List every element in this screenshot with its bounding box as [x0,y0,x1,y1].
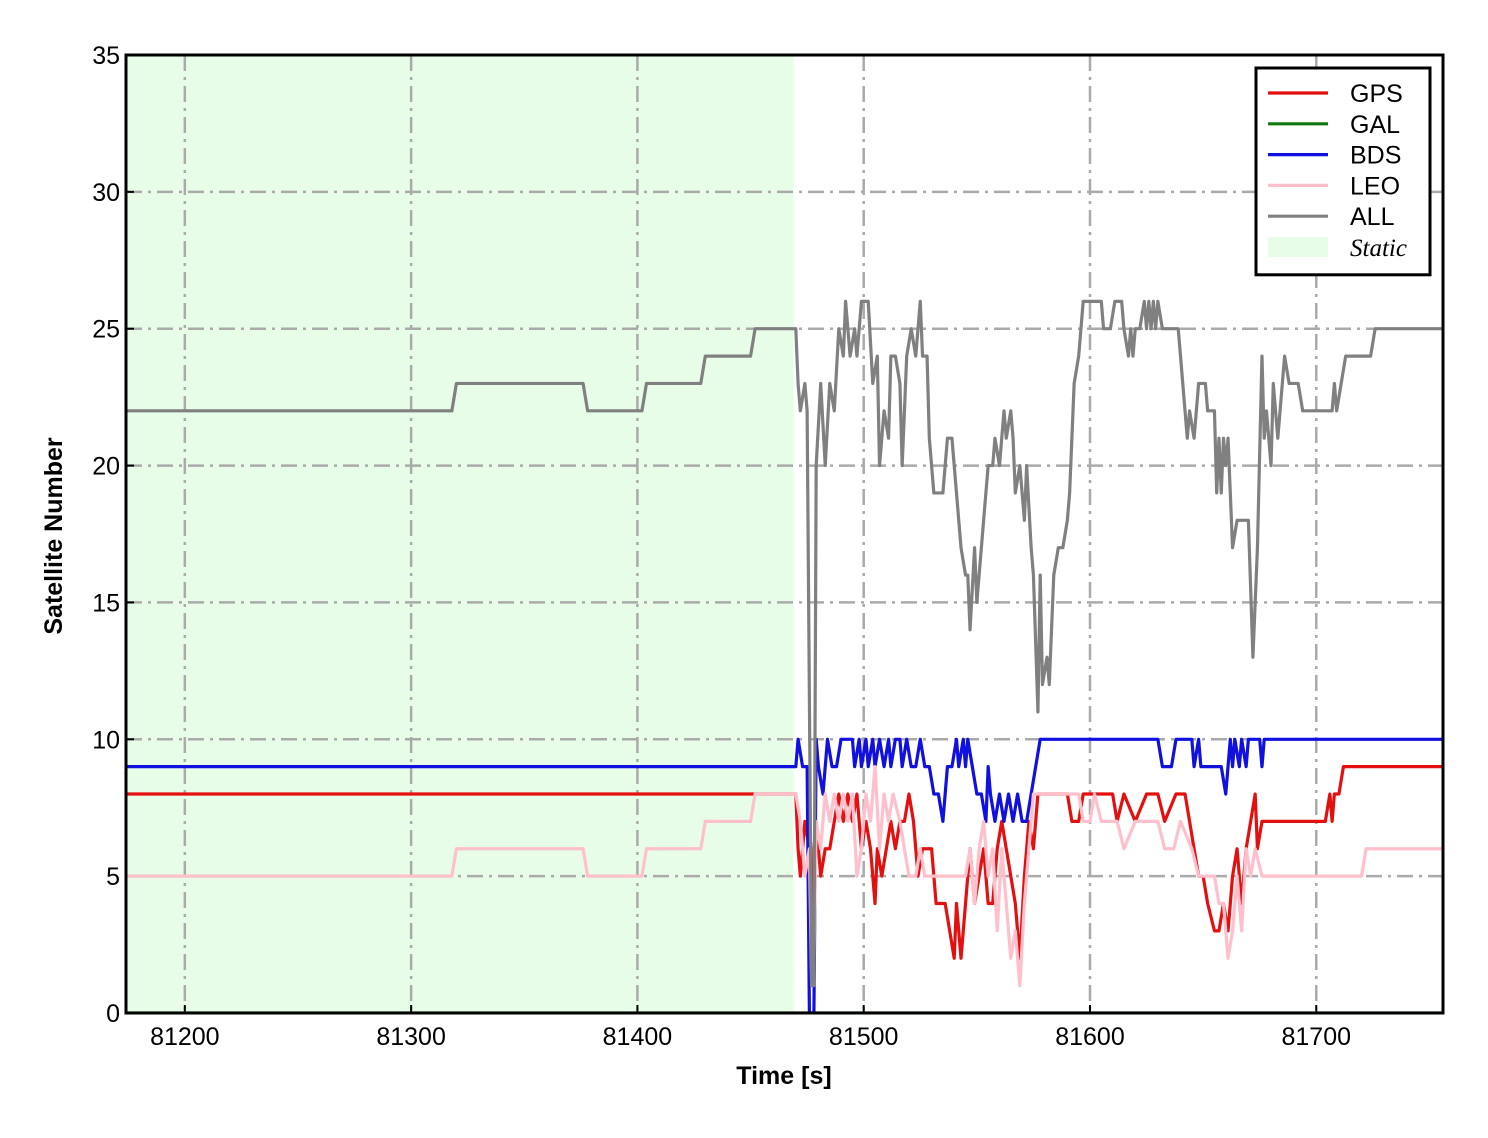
x-tick-label: 81200 [150,1023,220,1051]
y-tick-label: 15 [92,589,120,617]
static-span [126,55,794,1013]
legend-label: Static [1350,235,1407,262]
legend-label: GPS [1350,80,1403,108]
y-axis-title: Satellite Number [40,437,68,635]
legend-label: ALL [1350,203,1395,231]
x-tick-label: 81600 [1055,1023,1125,1051]
series-line [126,299,1443,988]
x-tick-label: 81300 [376,1023,446,1051]
x-axis-title: Time [s] [736,1062,831,1090]
legend-label: BDS [1350,142,1401,170]
y-tick-label: 30 [92,179,120,207]
y-tick-label: 5 [106,863,120,891]
legend-label: LEO [1350,172,1400,200]
plot-frame [124,53,1445,1015]
y-tick-label: 25 [92,316,120,344]
y-tick-label: 20 [92,453,120,481]
legend-box [1254,66,1432,277]
legend-swatch [1268,237,1328,257]
y-tick-label: 35 [92,42,120,70]
legend-label: GAL [1350,111,1400,139]
x-tick-label: 81500 [829,1023,899,1051]
y-tick-label: 0 [106,1000,120,1028]
y-tick-label: 10 [92,726,120,754]
x-tick-label: 81400 [603,1023,673,1051]
series-line [126,737,1443,1013]
x-tick-label: 81700 [1282,1023,1352,1051]
